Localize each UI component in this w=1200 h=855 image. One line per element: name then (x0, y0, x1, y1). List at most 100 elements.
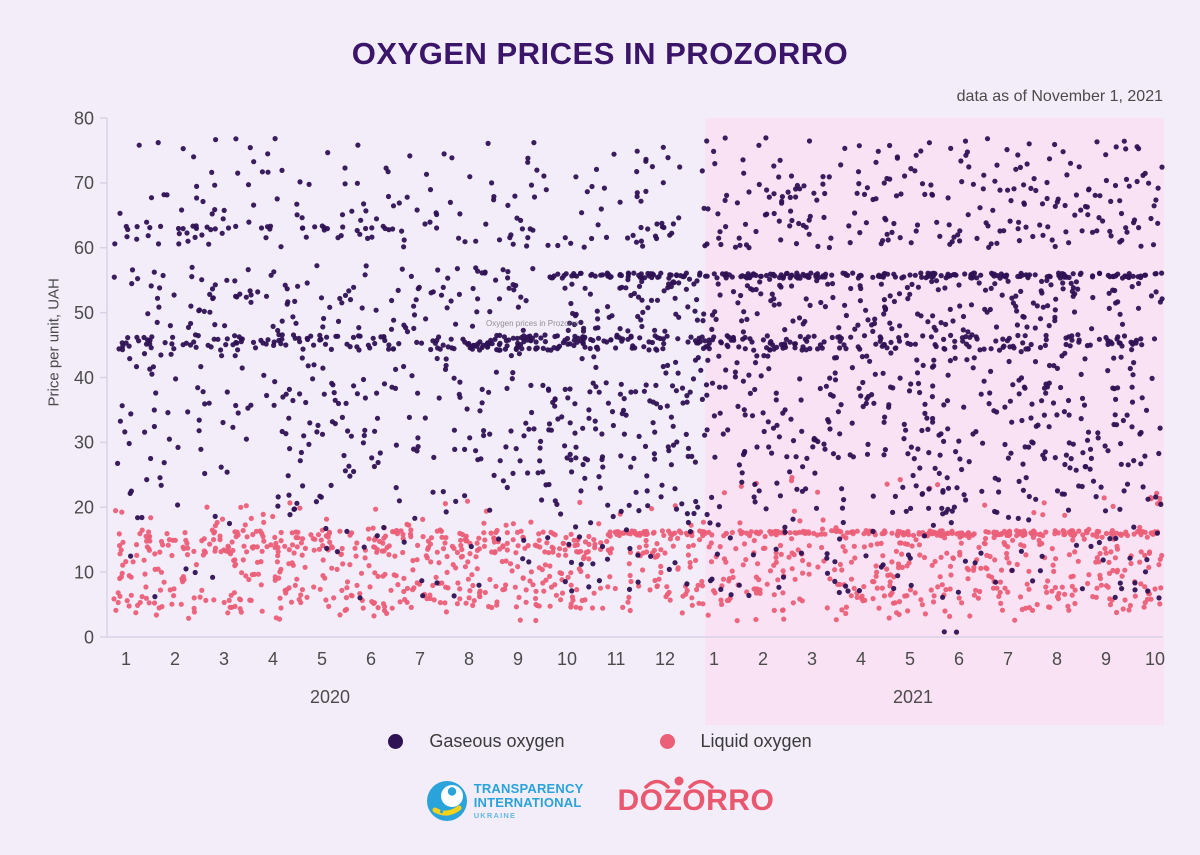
data-point (1058, 384, 1064, 391)
data-point (148, 455, 154, 462)
ti-globe-icon (426, 781, 467, 821)
data-point (886, 615, 892, 621)
y-tick-label: 10 (74, 562, 94, 582)
data-point (737, 520, 743, 526)
data-point (1068, 456, 1074, 462)
data-point (235, 347, 241, 353)
data-point (829, 281, 836, 287)
data-point (480, 342, 486, 348)
data-point (751, 537, 757, 544)
data-point (955, 232, 961, 238)
data-point (1093, 594, 1099, 600)
data-point (1060, 280, 1066, 286)
data-point (345, 428, 351, 434)
data-point (198, 446, 204, 452)
data-point (814, 271, 821, 277)
y-tick-label: 60 (74, 238, 94, 258)
data-point (996, 593, 1002, 600)
data-point (372, 570, 378, 576)
data-point (706, 544, 712, 550)
data-point (718, 586, 724, 593)
data-point (636, 544, 643, 550)
data-point (277, 595, 283, 601)
data-point (754, 311, 760, 317)
data-point (994, 162, 1000, 168)
data-point (306, 441, 312, 447)
data-point (189, 274, 195, 280)
data-point (162, 340, 168, 346)
data-point (677, 164, 683, 170)
data-point (771, 562, 777, 568)
data-point (411, 303, 417, 309)
data-point (167, 587, 173, 593)
data-point (520, 556, 526, 562)
data-point (509, 568, 515, 574)
data-point (694, 317, 701, 323)
data-point (754, 444, 760, 450)
data-point (1089, 326, 1095, 332)
data-point (304, 280, 310, 286)
data-point (523, 420, 529, 426)
data-point (1073, 192, 1079, 198)
data-point (848, 285, 854, 292)
data-point (723, 559, 729, 565)
data-point (875, 273, 882, 279)
data-point (370, 525, 376, 531)
data-point (134, 334, 140, 340)
data-point (464, 406, 470, 412)
data-point (212, 513, 218, 520)
data-point (1103, 177, 1109, 184)
data-point (1124, 229, 1130, 235)
data-point (795, 273, 801, 279)
data-point (118, 574, 124, 580)
data-point (915, 284, 922, 290)
data-point (399, 228, 405, 234)
data-point (133, 610, 139, 616)
data-point (1138, 549, 1144, 555)
data-point (685, 339, 691, 345)
data-point (724, 333, 730, 339)
data-point (1155, 185, 1161, 191)
data-point (1119, 275, 1126, 281)
data-point (739, 470, 745, 476)
data-point (965, 329, 971, 335)
data-point (494, 527, 500, 534)
data-point (1080, 450, 1086, 456)
data-point (1106, 570, 1113, 577)
data-point (581, 325, 587, 331)
data-point (1039, 553, 1045, 559)
data-point (1114, 422, 1120, 428)
data-point (362, 555, 368, 561)
data-point (168, 351, 174, 357)
data-point (324, 532, 330, 539)
data-point (144, 477, 150, 483)
data-point (352, 545, 358, 551)
data-point (742, 334, 748, 341)
data-point (481, 520, 487, 526)
data-point (1100, 218, 1106, 224)
data-point (664, 584, 670, 590)
data-point (292, 335, 298, 341)
data-point (381, 334, 387, 340)
data-point (732, 244, 739, 250)
data-point (321, 391, 327, 397)
data-point (207, 541, 213, 547)
data-point (1028, 415, 1034, 421)
data-point (942, 285, 948, 291)
data-point (504, 540, 510, 547)
data-point (292, 582, 298, 589)
data-point (188, 303, 194, 309)
data-point (567, 320, 573, 326)
data-point (241, 543, 247, 549)
data-point (832, 559, 838, 565)
data-point (787, 530, 793, 536)
data-point (747, 533, 753, 539)
data-point (1139, 395, 1145, 401)
data-point (344, 341, 350, 347)
data-point (525, 470, 531, 476)
data-point (966, 534, 972, 541)
data-point (1066, 607, 1072, 613)
data-point (532, 595, 539, 602)
data-point (929, 562, 935, 568)
data-point (1019, 606, 1025, 613)
